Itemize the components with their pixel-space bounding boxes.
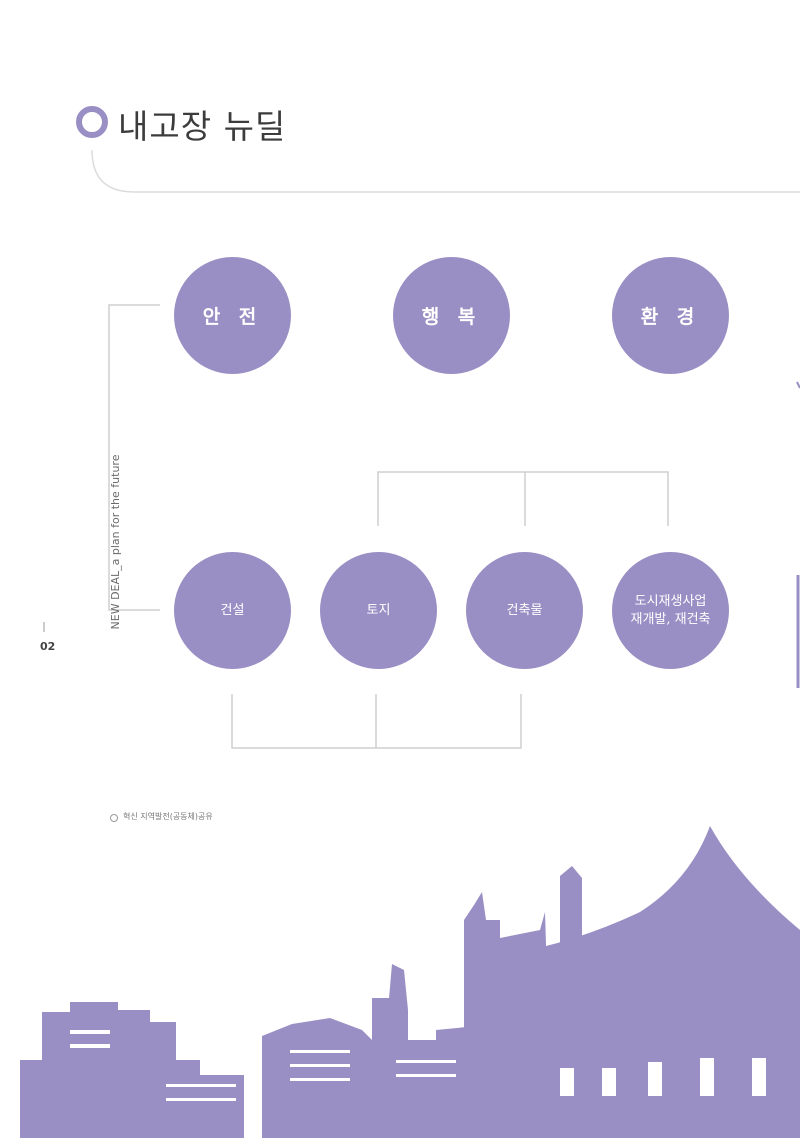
city-skyline-illustration bbox=[20, 826, 800, 1138]
page-number: 02 bbox=[40, 640, 56, 653]
circle-urban-regeneration: 도시재생사업 재개발, 재건축 bbox=[612, 552, 729, 669]
circle-label: 토지 bbox=[366, 602, 391, 618]
left-bracket bbox=[108, 304, 160, 611]
circle-label: 건축물 bbox=[506, 602, 543, 618]
circle-label: 건설 bbox=[220, 602, 245, 618]
header-curve bbox=[91, 149, 800, 193]
circle-land: 토지 bbox=[320, 552, 437, 669]
circle-label: 행 복 bbox=[421, 306, 482, 328]
circle-safety: 안 전 bbox=[174, 257, 291, 374]
circle-label: 안 전 bbox=[202, 306, 263, 328]
note-text: 혁신 지역발전(공동체)공유 bbox=[123, 812, 213, 821]
circle-label-line1: 도시재생사업 bbox=[634, 593, 707, 609]
circle-buildings: 건축물 bbox=[466, 552, 583, 669]
circle-label: 환 경 bbox=[640, 306, 701, 328]
circle-construction: 건설 bbox=[174, 552, 291, 669]
title-bullet-ring bbox=[76, 106, 108, 138]
circle-environment: 환 경 bbox=[612, 257, 729, 374]
middle-bracket bbox=[377, 471, 669, 526]
circle-happiness: 행 복 bbox=[393, 257, 510, 374]
circle-label-line2: 재개발, 재건축 bbox=[630, 611, 711, 627]
side-vertical-text: NEW DEAL_a plan for the future bbox=[109, 454, 122, 630]
lower-bracket bbox=[231, 694, 522, 749]
note-bullet-icon bbox=[110, 814, 118, 822]
page-title: 내고장 뉴딜 bbox=[118, 107, 287, 146]
